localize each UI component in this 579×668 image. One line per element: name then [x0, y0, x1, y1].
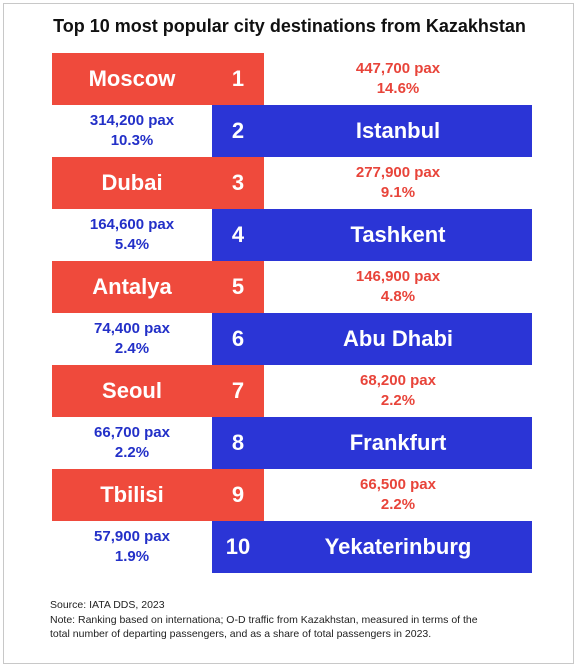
ranking-board: Moscow 1 447,700 pax 14.6% Istanbul 2 314,200 …	[52, 53, 532, 573]
rank-number: 5	[212, 261, 264, 313]
table-row: Dubai 3 277,900 pax 9.1%	[52, 157, 532, 209]
passenger-count: 277,900 pax	[355, 164, 441, 181]
passenger-share: 4.8%	[380, 288, 416, 305]
ranking-note-line-2: total number of departing passengers, an…	[50, 628, 432, 640]
table-row: Antalya 5 146,900 pax 4.8%	[52, 261, 532, 313]
city-label: Tashkent	[264, 209, 532, 261]
rank-number: 10	[212, 521, 264, 573]
table-row: Seoul 7 68,200 pax 2.2%	[52, 365, 532, 417]
passenger-count: 57,900 pax	[94, 528, 170, 545]
rank-number: 4	[212, 209, 264, 261]
city-label: Abu Dhabi	[264, 313, 532, 365]
passenger-share: 5.4%	[114, 236, 150, 253]
passenger-count: 146,900 pax	[355, 268, 441, 285]
passenger-stat: 74,400 pax 2.4%	[52, 313, 212, 365]
rank-number: 6	[212, 313, 264, 365]
passenger-count: 66,500 pax	[360, 476, 436, 493]
table-row: Istanbul 2 314,200 pax 10.3%	[52, 105, 532, 157]
passenger-share: 14.6%	[376, 80, 420, 97]
table-row: Moscow 1 447,700 pax 14.6%	[52, 53, 532, 105]
rank-number: 1	[212, 53, 264, 105]
rank-number: 3	[212, 157, 264, 209]
city-label: Istanbul	[264, 105, 532, 157]
passenger-stat: 447,700 pax 14.6%	[264, 53, 532, 105]
passenger-count: 68,200 pax	[360, 372, 436, 389]
passenger-count: 66,700 pax	[94, 424, 170, 441]
passenger-stat: 277,900 pax 9.1%	[264, 157, 532, 209]
passenger-stat: 68,200 pax 2.2%	[264, 365, 532, 417]
city-label: Antalya	[52, 261, 212, 313]
table-row: Yekaterinburg 10 57,900 pax 1.9%	[52, 521, 532, 573]
passenger-share: 1.9%	[114, 548, 150, 565]
table-row: Tashkent 4 164,600 pax 5.4%	[52, 209, 532, 261]
city-label: Frankfurt	[264, 417, 532, 469]
passenger-count: 314,200 pax	[89, 112, 175, 129]
passenger-stat: 57,900 pax 1.9%	[52, 521, 212, 573]
passenger-stat: 66,500 pax 2.2%	[264, 469, 532, 521]
footer: Source: IATA DDS, 2023 Note: Ranking bas…	[50, 598, 540, 642]
passenger-share: 2.2%	[114, 444, 150, 461]
passenger-share: 2.2%	[380, 496, 416, 513]
passenger-count: 74,400 pax	[94, 320, 170, 337]
rank-number: 2	[212, 105, 264, 157]
passenger-count: 164,600 pax	[89, 216, 175, 233]
table-row: Abu Dhabi 6 74,400 pax 2.4%	[52, 313, 532, 365]
passenger-stat: 314,200 pax 10.3%	[52, 105, 212, 157]
rank-number: 8	[212, 417, 264, 469]
rank-number: 7	[212, 365, 264, 417]
rank-number: 9	[212, 469, 264, 521]
table-row: Tbilisi 9 66,500 pax 2.2%	[52, 469, 532, 521]
passenger-stat: 66,700 pax 2.2%	[52, 417, 212, 469]
passenger-share: 2.4%	[114, 340, 150, 357]
source-note: Source: IATA DDS, 2023	[50, 599, 165, 611]
city-label: Moscow	[52, 53, 212, 105]
passenger-share: 10.3%	[110, 132, 154, 149]
city-label: Dubai	[52, 157, 212, 209]
city-label: Seoul	[52, 365, 212, 417]
passenger-stat: 146,900 pax 4.8%	[264, 261, 532, 313]
passenger-count: 447,700 pax	[355, 60, 441, 77]
passenger-share: 2.2%	[380, 392, 416, 409]
ranking-note-line-1: Note: Ranking based on internationa; O-D…	[50, 613, 478, 626]
city-label: Tbilisi	[52, 469, 212, 521]
table-row: Frankfurt 8 66,700 pax 2.2%	[52, 417, 532, 469]
city-label: Yekaterinburg	[264, 521, 532, 573]
chart-title: Top 10 most popular city destinations fr…	[53, 16, 526, 36]
passenger-share: 9.1%	[380, 184, 416, 201]
passenger-stat: 164,600 pax 5.4%	[52, 209, 212, 261]
